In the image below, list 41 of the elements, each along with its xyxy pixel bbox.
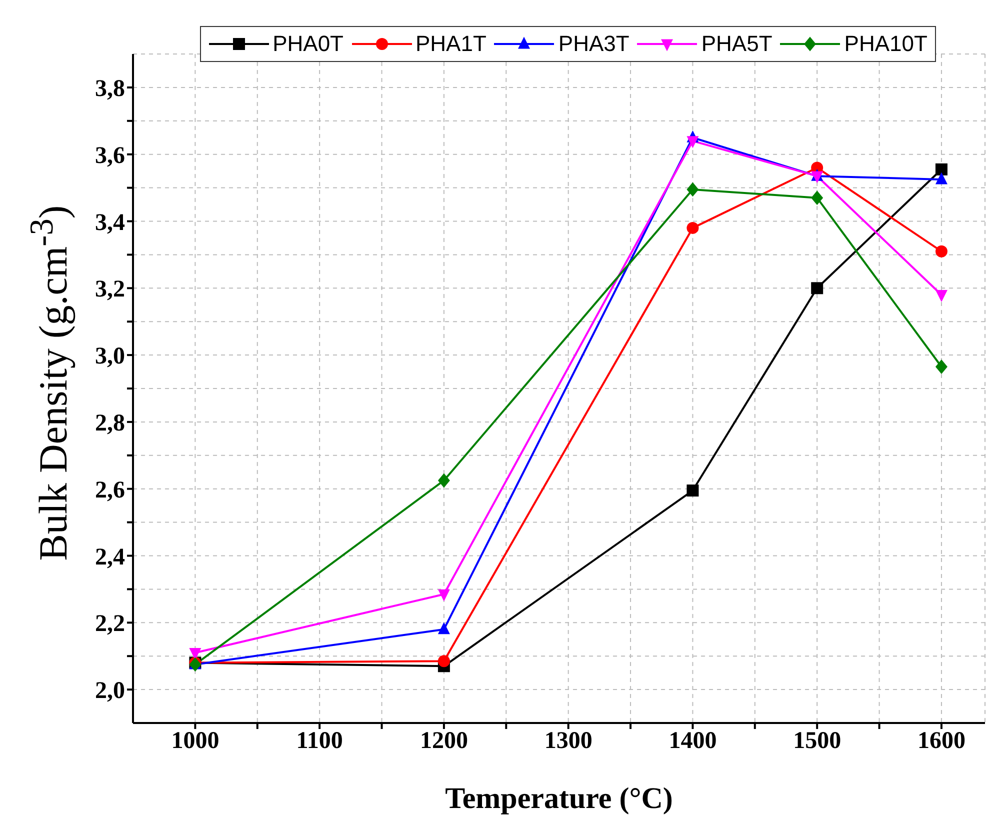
y-tick-label: 2,8 — [95, 410, 125, 436]
y-tick-label: 3,6 — [95, 142, 125, 169]
point — [438, 622, 450, 634]
x-tick-label: 1500 — [793, 728, 842, 754]
x-axis-title: Temperature (°C) — [445, 782, 673, 815]
legend-label: PHA10T — [844, 31, 928, 57]
point — [189, 648, 202, 660]
legend-label: PHA5T — [701, 31, 772, 57]
point — [935, 360, 948, 374]
y-tick-label: 2,4 — [95, 544, 125, 570]
x-tick-label: 1000 — [171, 728, 220, 754]
point — [935, 163, 948, 176]
y-tick-label: 2,2 — [95, 611, 125, 638]
point — [438, 589, 450, 602]
legend-label: PHA0T — [272, 31, 344, 57]
y-tick-label: 3,8 — [95, 76, 125, 102]
point — [686, 182, 699, 197]
point — [686, 484, 699, 497]
point — [811, 282, 824, 294]
point — [686, 222, 699, 234]
point — [935, 245, 948, 258]
point — [438, 655, 450, 668]
x-tick-label: 1300 — [544, 728, 592, 754]
point — [189, 657, 202, 672]
y-tick-label: 2,6 — [95, 477, 125, 504]
x-tick-label: 1100 — [296, 728, 343, 754]
point — [686, 136, 699, 148]
legend-label: PHA1T — [416, 31, 486, 57]
point — [438, 473, 450, 488]
x-tick-label: 1200 — [420, 728, 468, 754]
point — [811, 190, 824, 206]
point — [935, 290, 948, 302]
x-tick-label: 1600 — [917, 728, 966, 754]
y-tick-label: 2,0 — [95, 678, 125, 704]
x-tick-label: 1400 — [668, 728, 717, 754]
point — [935, 172, 948, 184]
point — [811, 171, 824, 184]
legend-label: PHA3T — [558, 31, 630, 57]
y-tick-label: 3,2 — [95, 276, 125, 303]
y-tick-label: 3,4 — [95, 210, 125, 236]
y-tick-label: 3,0 — [95, 344, 125, 370]
